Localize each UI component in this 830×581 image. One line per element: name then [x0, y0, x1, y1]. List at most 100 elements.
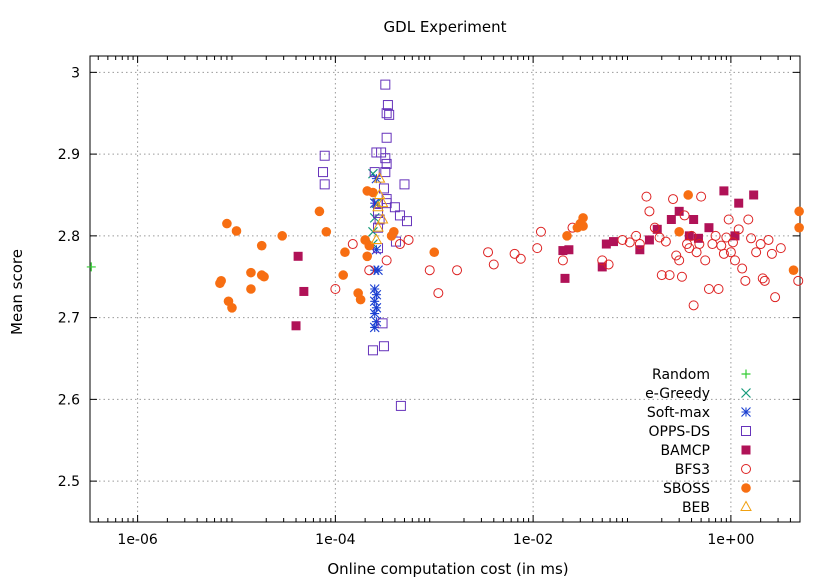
- data-point: [564, 245, 574, 255]
- data-point: [794, 222, 804, 233]
- data-point: [429, 247, 440, 258]
- data-point: [691, 247, 702, 258]
- data-point: [656, 270, 667, 281]
- data-point: [751, 247, 762, 258]
- data-point: [693, 233, 703, 243]
- data-point: [793, 275, 804, 286]
- data-point: [370, 233, 383, 244]
- data-point: [674, 206, 684, 216]
- data-point: [293, 251, 303, 261]
- x-axis-title: Online computation cost (in ms): [327, 560, 568, 578]
- data-point: [381, 158, 392, 169]
- data-point: [399, 179, 410, 190]
- data-point: [719, 186, 729, 196]
- legend-label: BEB: [682, 500, 710, 516]
- data-point: [729, 255, 740, 266]
- data-point: [373, 172, 386, 183]
- data-point: [679, 210, 690, 221]
- data-point: [684, 231, 694, 241]
- data-point: [746, 233, 757, 244]
- legend-marker: [741, 426, 751, 436]
- data-point: [654, 232, 665, 243]
- data-point: [578, 213, 588, 223]
- data-point: [277, 231, 288, 241]
- data-point: [389, 226, 399, 237]
- x-tick-label: 1e+00: [707, 532, 754, 548]
- data-point: [86, 262, 96, 272]
- legend: Random e-Greedy Soft-max OPPS-DS BAMCP BFS3 SB…: [645, 367, 752, 516]
- data-point: [688, 300, 699, 311]
- data-point: [713, 284, 724, 294]
- data-point: [381, 132, 392, 143]
- data-point: [369, 322, 380, 333]
- data-point: [601, 239, 611, 249]
- data-point: [631, 230, 642, 241]
- data-point: [603, 259, 614, 270]
- data-point: [318, 167, 329, 178]
- data-point: [394, 210, 405, 221]
- data-point: [683, 190, 693, 200]
- data-point: [369, 284, 380, 294]
- data-point: [382, 100, 393, 111]
- data-point: [424, 265, 435, 276]
- chart-title: GDL Experiment: [384, 18, 507, 36]
- data-point: [259, 271, 269, 282]
- data-point: [246, 267, 256, 278]
- legend-label: e-Greedy: [645, 386, 710, 402]
- data-point: [723, 214, 734, 225]
- data-point: [710, 230, 721, 241]
- y-tick-label: 2.6: [58, 392, 80, 408]
- data-point: [560, 273, 570, 283]
- data-point: [369, 198, 380, 209]
- legend-marker: [741, 388, 751, 398]
- data-point: [401, 216, 412, 227]
- legend-marker: [741, 445, 751, 455]
- legend-marker: [741, 369, 751, 379]
- data-point: [319, 150, 330, 161]
- data-point: [367, 345, 378, 356]
- legend-label: SBOSS: [663, 481, 710, 497]
- data-point: [755, 239, 766, 250]
- data-point: [644, 235, 654, 245]
- data-point: [668, 194, 679, 205]
- data-point: [557, 255, 568, 266]
- data-point: [763, 234, 774, 245]
- legend-marker: [741, 464, 751, 474]
- data-point: [256, 240, 267, 251]
- data-point: [707, 239, 718, 250]
- data-point: [314, 206, 325, 217]
- data-point: [231, 226, 242, 236]
- y-tick-label: 2.9: [58, 147, 80, 163]
- data-point: [381, 255, 392, 266]
- legend-label: OPPS-DS: [648, 424, 710, 440]
- data-point: [340, 247, 350, 258]
- data-point: [757, 273, 768, 284]
- data-point: [364, 265, 375, 276]
- data-point: [291, 321, 301, 331]
- data-point: [730, 231, 740, 241]
- data-point: [766, 248, 777, 259]
- data-point: [377, 318, 388, 329]
- x-tick-label: 1e-02: [513, 532, 553, 548]
- data-point: [452, 265, 463, 276]
- data-point: [671, 250, 682, 261]
- data-point: [299, 286, 309, 296]
- data-point: [330, 284, 341, 294]
- data-point: [694, 239, 705, 250]
- data-points: [86, 79, 804, 411]
- data-point: [641, 191, 652, 202]
- data-point: [378, 183, 389, 194]
- data-point: [700, 255, 711, 266]
- y-tick-label: 2.7: [58, 311, 80, 327]
- data-point: [770, 292, 781, 303]
- data-point: [215, 278, 225, 289]
- data-point: [635, 245, 645, 255]
- data-point: [371, 302, 382, 313]
- data-point: [704, 223, 714, 233]
- data-point: [775, 243, 786, 254]
- data-point: [725, 247, 736, 258]
- data-point: [689, 215, 699, 225]
- legend-label: Soft-max: [647, 405, 710, 421]
- data-point: [733, 224, 744, 235]
